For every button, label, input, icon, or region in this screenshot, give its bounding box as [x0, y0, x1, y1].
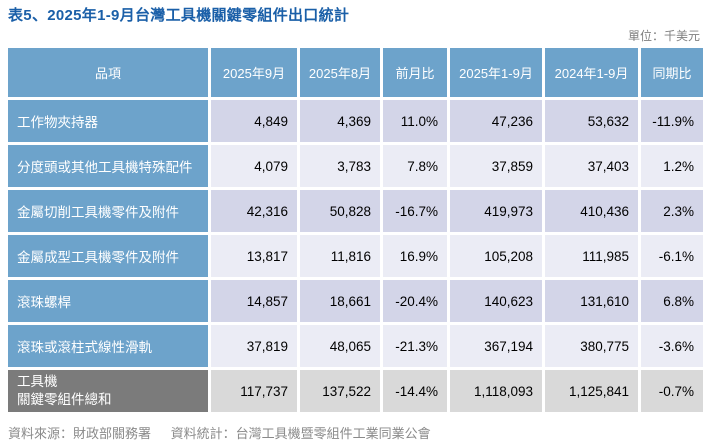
- cell-value: 4,849: [211, 100, 297, 142]
- page-title: 表5、2025年1-9月台灣工具機關鍵零組件出口統計: [8, 7, 350, 24]
- cell-value: -11.9%: [641, 100, 703, 142]
- row-label: 滾珠螺桿: [8, 280, 208, 322]
- cell-value: 16.9%: [383, 235, 447, 277]
- cell-value: 37,859: [450, 145, 542, 187]
- cell-value: 47,236: [450, 100, 542, 142]
- cell-value: 37,403: [545, 145, 638, 187]
- total-cell-value: -0.7%: [641, 370, 703, 412]
- cell-value: 53,632: [545, 100, 638, 142]
- cell-value: 11.0%: [383, 100, 447, 142]
- cell-value: -20.4%: [383, 280, 447, 322]
- cell-value: 18,661: [300, 280, 380, 322]
- total-cell-value: 137,522: [300, 370, 380, 412]
- column-header-item: 品項: [8, 48, 208, 97]
- cell-value: 367,194: [450, 325, 542, 367]
- cell-value: -21.3%: [383, 325, 447, 367]
- data-statistics-note: 資料統計：台灣工具機暨零組件工業同業公會: [170, 426, 431, 441]
- column-header-2025-ytd: 2025年1-9月: [450, 48, 542, 97]
- row-label: 工作物夾持器: [8, 100, 208, 142]
- row-label: 分度頭或其他工具機特殊配件: [8, 145, 208, 187]
- cell-value: -3.6%: [641, 325, 703, 367]
- row-label: 金屬切削工具機零件及附件: [8, 190, 208, 232]
- total-cell-value: 1,125,841: [545, 370, 638, 412]
- row-label: 滾珠或滾柱式線性滑軌: [8, 325, 208, 367]
- cell-value: 140,623: [450, 280, 542, 322]
- cell-value: 14,857: [211, 280, 297, 322]
- export-statistics-table: 品項 2025年9月 2025年8月 前月比 2025年1-9月 2024年1-…: [8, 48, 703, 412]
- column-header-2024-ytd: 2024年1-9月: [545, 48, 638, 97]
- cell-value: 2.3%: [641, 190, 703, 232]
- cell-value: 42,316: [211, 190, 297, 232]
- cell-value: 1.2%: [641, 145, 703, 187]
- cell-value: 419,973: [450, 190, 542, 232]
- total-cell-value: 1,118,093: [450, 370, 542, 412]
- source-footer: 資料來源：財政部關務署 資料統計：台灣工具機暨零組件工業同業公會: [8, 423, 431, 442]
- cell-value: 37,819: [211, 325, 297, 367]
- cell-value: 48,065: [300, 325, 380, 367]
- cell-value: 50,828: [300, 190, 380, 232]
- column-header-2025-08: 2025年8月: [300, 48, 380, 97]
- cell-value: 3,783: [300, 145, 380, 187]
- cell-value: -6.1%: [641, 235, 703, 277]
- cell-value: 105,208: [450, 235, 542, 277]
- cell-value: 4,369: [300, 100, 380, 142]
- column-header-2025-09: 2025年9月: [211, 48, 297, 97]
- row-label: 金屬成型工具機零件及附件: [8, 235, 208, 277]
- cell-value: 131,610: [545, 280, 638, 322]
- cell-value: 13,817: [211, 235, 297, 277]
- cell-value: 111,985: [545, 235, 638, 277]
- total-cell-value: -14.4%: [383, 370, 447, 412]
- cell-value: 380,775: [545, 325, 638, 367]
- column-header-mom: 前月比: [383, 48, 447, 97]
- total-row-label: 工具機 關鍵零組件總和: [8, 370, 208, 412]
- data-source-note: 資料來源：財政部關務署: [8, 426, 152, 441]
- cell-value: 7.8%: [383, 145, 447, 187]
- total-cell-value: 117,737: [211, 370, 297, 412]
- column-header-yoy: 同期比: [641, 48, 703, 97]
- cell-value: -16.7%: [383, 190, 447, 232]
- cell-value: 6.8%: [641, 280, 703, 322]
- cell-value: 11,816: [300, 235, 380, 277]
- cell-value: 4,079: [211, 145, 297, 187]
- unit-label: 單位：千美元: [627, 29, 700, 43]
- cell-value: 410,436: [545, 190, 638, 232]
